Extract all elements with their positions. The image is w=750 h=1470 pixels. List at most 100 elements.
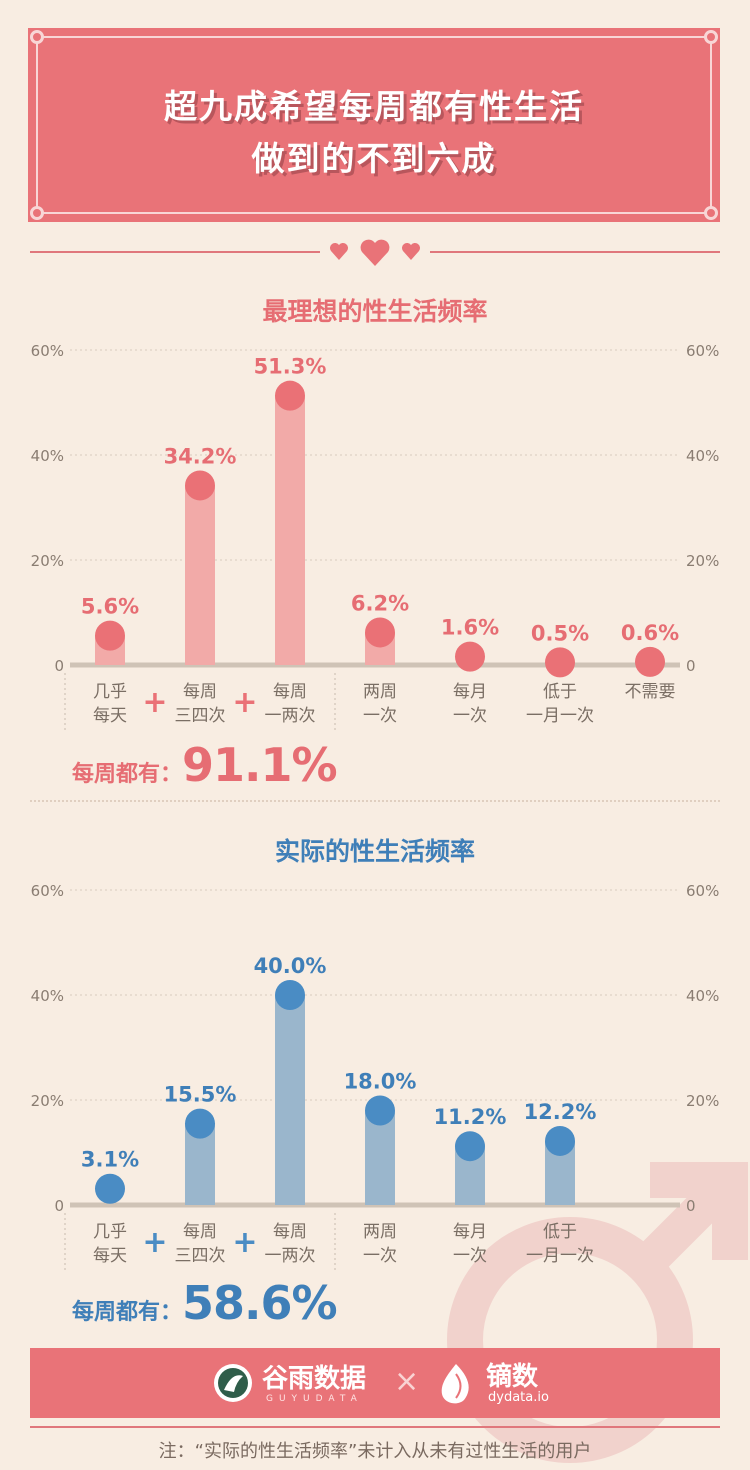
data-label: 34.2% [164, 444, 237, 468]
heart-icon [330, 243, 348, 260]
category-label: 每周 [183, 682, 217, 702]
category-label: 每月 [453, 1222, 487, 1242]
y-tick-label-left: 0 [54, 1197, 64, 1215]
hearts-decoration [330, 239, 420, 266]
section-divider [30, 800, 720, 802]
divider-left [30, 251, 320, 253]
y-tick-label-right: 60% [686, 882, 719, 900]
separator-x: × [394, 1364, 420, 1399]
y-tick-label-right: 40% [686, 987, 719, 1005]
category-label: 每周 [273, 682, 307, 702]
category-label: 每周 [183, 1222, 217, 1242]
plus-sign: + [232, 685, 257, 720]
category-label: 一月一次 [526, 706, 594, 726]
footer-bar: 谷雨数据 GUYUDATA × 镝数 dydata.io [30, 1348, 720, 1418]
corner-ornament [30, 206, 44, 220]
actual-total-label: 每周都有： [72, 1300, 183, 1325]
dydata-logo-icon [441, 1364, 469, 1404]
footer-divider [30, 1426, 720, 1428]
ideal-chart-title: 最理想的性生活频率 [262, 297, 488, 326]
data-label: 3.1% [81, 1148, 139, 1172]
heart-icon [360, 239, 390, 266]
bar [275, 395, 305, 665]
y-tick-label-left: 40% [31, 987, 64, 1005]
guyu-logo-icon [214, 1364, 252, 1402]
ideal-total-label: 每周都有： [72, 762, 183, 787]
y-tick-label-right: 40% [686, 447, 719, 465]
category-label: 低于 [543, 1222, 577, 1242]
category-label: 几乎 [93, 682, 127, 702]
bar-dot [545, 1125, 575, 1156]
category-label: 每月 [453, 682, 487, 702]
data-label: 51.3% [254, 355, 327, 379]
category-label: 一次 [363, 1246, 397, 1266]
heart-icon [402, 243, 420, 260]
category-label: 两周 [363, 682, 397, 702]
footnote: 注：“实际的性生活频率”未计入从未有过性生活的用户 [158, 1441, 592, 1462]
y-tick-label-left: 60% [31, 882, 64, 900]
category-label: 每周 [273, 1222, 307, 1242]
guyu-logo-subtext: GUYUDATA [266, 1394, 363, 1404]
category-label: 一两次 [265, 1246, 316, 1266]
category-label: 一两次 [265, 706, 316, 726]
data-label: 5.6% [81, 595, 139, 619]
data-label: 11.2% [434, 1105, 507, 1129]
category-label: 两周 [363, 1222, 397, 1242]
y-tick-label-left: 60% [31, 342, 64, 360]
male-symbol-watermark [447, 1162, 748, 1463]
y-tick-label-right: 60% [686, 342, 719, 360]
bar-dot [455, 1131, 485, 1162]
actual-weekly-total: 每周都有：58.6% [72, 1276, 338, 1330]
category-label: 一次 [363, 706, 397, 726]
y-tick-label-right: 0 [686, 1197, 696, 1215]
guyu-logo-text: 谷雨数据 [262, 1364, 367, 1394]
bar-dot [95, 1173, 125, 1204]
bar-dot [185, 1108, 215, 1139]
bar-dot [635, 646, 665, 677]
bar-dot [365, 1095, 395, 1126]
data-label: 1.6% [441, 616, 499, 640]
category-label: 低于 [543, 682, 577, 702]
banner-title-line2: 做到的不到六成 [251, 139, 497, 178]
actual-chart-title: 实际的性生活频率 [274, 837, 475, 866]
data-label: 40.0% [254, 954, 327, 978]
bar-dot [455, 641, 485, 672]
corner-ornament [704, 30, 718, 44]
banner-title-line1: 超九成希望每周都有性生活 [164, 87, 584, 126]
y-tick-label-left: 0 [54, 657, 64, 675]
category-label: 不需要 [625, 682, 676, 702]
category-label: 一次 [453, 1246, 487, 1266]
dydata-logo-text: 镝数 [486, 1362, 539, 1392]
corner-ornament [30, 30, 44, 44]
bar-dot [365, 617, 395, 648]
bar-dot [275, 380, 305, 411]
y-tick-label-right: 0 [686, 657, 696, 675]
y-tick-label-left: 20% [31, 552, 64, 570]
divider-right [430, 251, 720, 253]
bar [185, 485, 215, 665]
plus-sign: + [142, 1225, 167, 1260]
category-label: 每天 [93, 1246, 127, 1266]
category-label: 一次 [453, 706, 487, 726]
dydata-logo-subtext: dydata.io [488, 1390, 549, 1405]
data-label: 0.6% [621, 621, 679, 645]
category-label: 几乎 [93, 1222, 127, 1242]
y-tick-label-left: 20% [31, 1092, 64, 1110]
data-label: 15.5% [164, 1083, 237, 1107]
data-label: 0.5% [531, 621, 589, 645]
y-tick-label-right: 20% [686, 552, 719, 570]
y-tick-label-right: 20% [686, 1092, 719, 1110]
category-label: 每天 [93, 706, 127, 726]
y-tick-label-left: 40% [31, 447, 64, 465]
corner-ornament [704, 206, 718, 220]
bar-dot [185, 470, 215, 501]
bar [365, 1110, 395, 1205]
data-label: 18.0% [344, 1070, 417, 1094]
bar-dot [275, 980, 305, 1010]
actual-total-value: 58.6% [182, 1276, 338, 1330]
data-label: 12.2% [524, 1100, 597, 1124]
plus-sign: + [142, 685, 167, 720]
category-label: 三四次 [175, 706, 226, 726]
bar [275, 995, 305, 1205]
